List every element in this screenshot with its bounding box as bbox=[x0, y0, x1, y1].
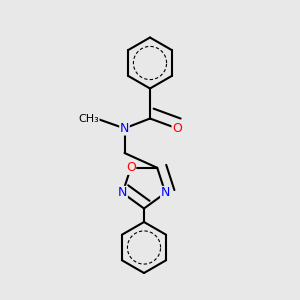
Text: N: N bbox=[118, 187, 127, 200]
Text: N: N bbox=[120, 122, 129, 135]
Text: O: O bbox=[126, 161, 136, 174]
Text: N: N bbox=[161, 187, 170, 200]
Text: O: O bbox=[172, 122, 182, 135]
Text: CH₃: CH₃ bbox=[78, 114, 99, 124]
